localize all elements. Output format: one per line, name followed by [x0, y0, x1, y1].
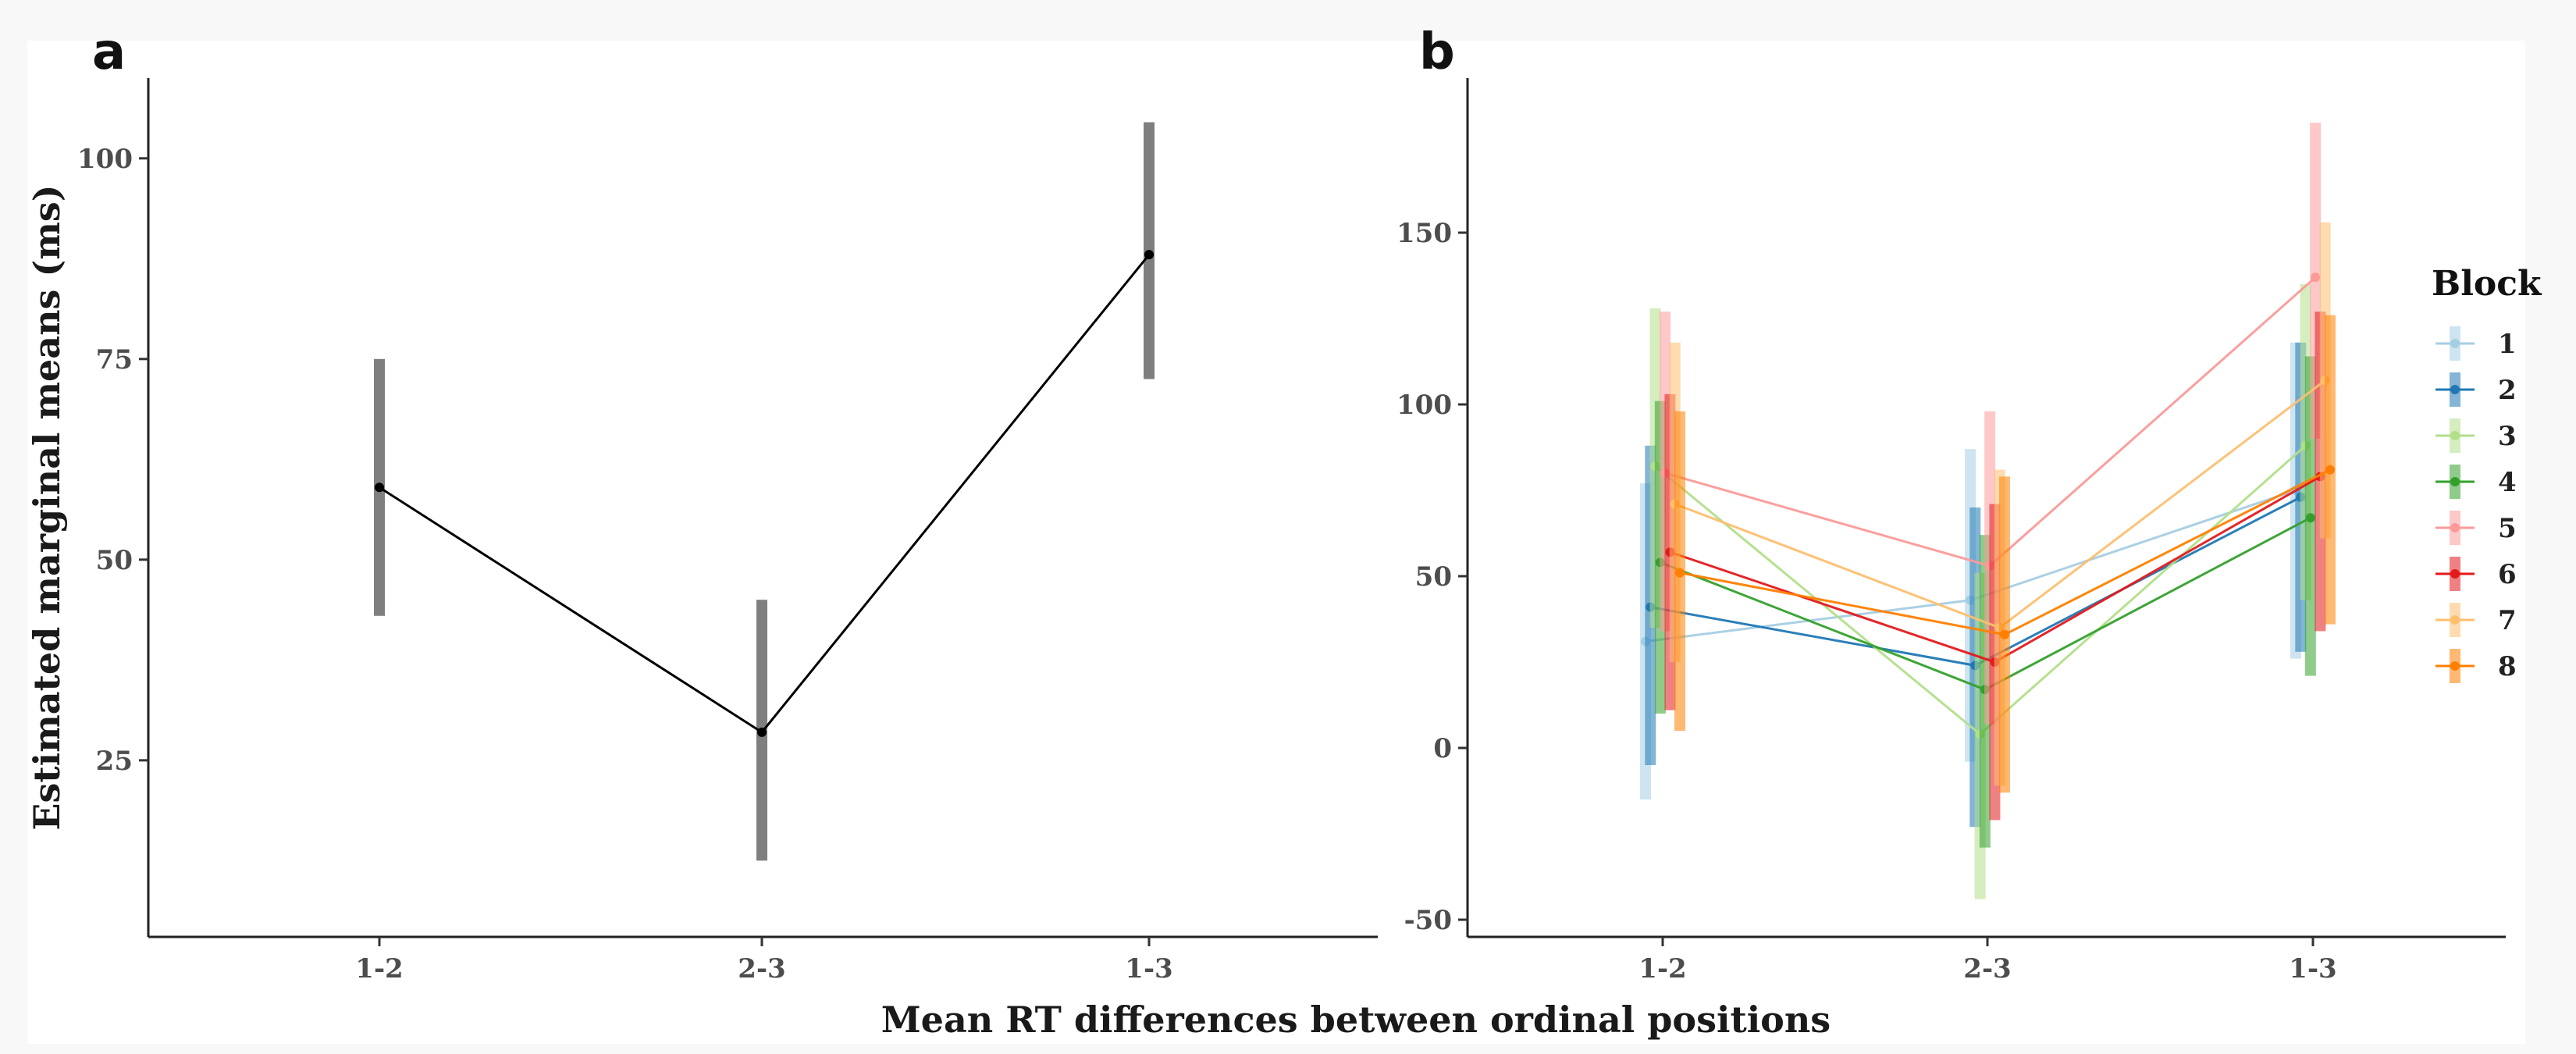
- legend-key-point: [2450, 569, 2460, 579]
- legend-key-point: [2450, 431, 2460, 440]
- x-tick-label: 2-3: [738, 953, 785, 985]
- y-tick-label: 100: [77, 144, 133, 175]
- plot-background: [27, 41, 2525, 1044]
- x-tick-label: 1-3: [2289, 953, 2336, 985]
- legend: Block 1 2 3 4 5 6 7 8: [2432, 264, 2542, 683]
- y-tick-label: 100: [1397, 390, 1452, 421]
- legend-key-point: [2450, 523, 2460, 532]
- legend-item-3: 3: [2435, 418, 2517, 453]
- legend-item-2: 2: [2435, 372, 2517, 407]
- legend-key-point: [2450, 615, 2460, 625]
- data-point: [2000, 629, 2009, 639]
- panel-label-b: b: [1419, 23, 1455, 81]
- y-tick-label: 0: [1433, 733, 1452, 764]
- y-axis-title: Estimated marginal means (ms): [26, 184, 68, 830]
- data-point: [1144, 250, 1154, 260]
- legend-label: 1: [2498, 329, 2517, 360]
- x-tick-label: 1-2: [1638, 953, 1686, 985]
- data-point: [2311, 272, 2321, 283]
- x-tick-label: 1-2: [355, 953, 403, 985]
- x-tick-label: 1-3: [1125, 953, 1172, 985]
- y-tick-label: 150: [1397, 218, 1452, 249]
- y-tick-label: -50: [1404, 905, 1452, 936]
- legend-label: 6: [2498, 559, 2517, 590]
- legend-label: 3: [2498, 421, 2517, 452]
- y-tick-label: 50: [96, 545, 133, 576]
- y-tick-label: 50: [1415, 561, 1452, 593]
- data-point: [757, 727, 767, 737]
- legend-key-point: [2450, 477, 2460, 486]
- legend-key-point: [2450, 339, 2460, 348]
- data-point: [375, 482, 384, 493]
- panel-a: 25 50 75 100 1-2 2-3 1-3 Estimated marginal mea…: [26, 23, 1378, 985]
- panel-b: -50 0 50 100 150 1-2 2-3 1-3 b: [1397, 23, 2506, 985]
- legend-label: 7: [2498, 605, 2517, 636]
- x-axis-title: Mean RT differences between ordinal posi…: [881, 999, 1831, 1041]
- legend-label: 2: [2498, 375, 2517, 406]
- legend-label: 4: [2498, 467, 2517, 498]
- legend-label: 8: [2498, 651, 2517, 682]
- legend-label: 5: [2498, 513, 2517, 544]
- legend-item-7: 7: [2435, 603, 2517, 637]
- data-point: [2325, 465, 2335, 475]
- series-8: [1674, 315, 2336, 793]
- y-tick-label: 25: [96, 746, 133, 777]
- legend-title: Block: [2432, 264, 2542, 304]
- x-tick-label: 2-3: [1963, 953, 2011, 985]
- y-tick-label: 75: [96, 344, 133, 376]
- legend-key-point: [2450, 661, 2460, 671]
- legend-item-5: 5: [2435, 511, 2517, 545]
- data-point: [2305, 513, 2315, 523]
- legend-item-1: 1: [2435, 326, 2517, 361]
- legend-item-6: 6: [2435, 557, 2517, 591]
- data-point: [1675, 568, 1685, 578]
- legend-item-8: 8: [2435, 649, 2517, 683]
- panel-label-a: a: [92, 23, 126, 81]
- legend-item-4: 4: [2435, 465, 2517, 499]
- legend-key-point: [2450, 385, 2460, 394]
